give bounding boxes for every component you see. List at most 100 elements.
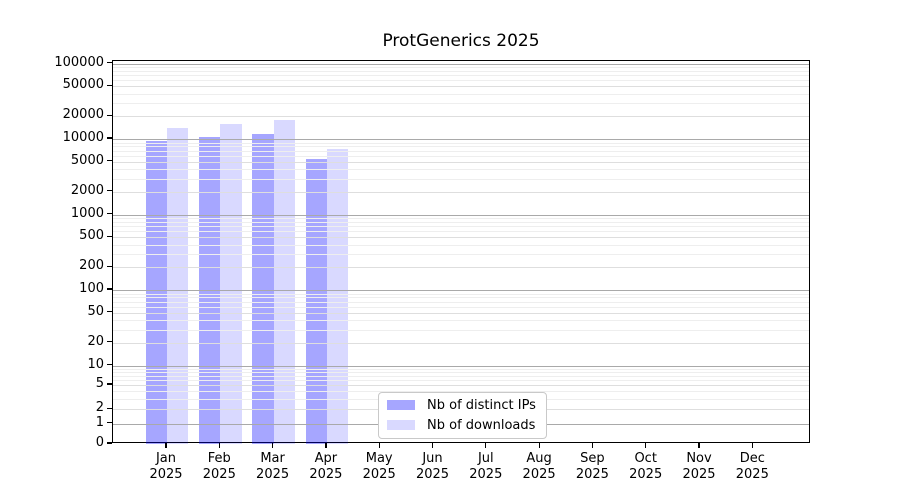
y-tick-label-0: 0 [95,435,104,450]
legend-swatch-downloads [387,420,415,430]
legend-item-downloads: Nb of downloads [387,417,536,433]
gridline-100000 [113,63,809,65]
y-tick-label-1000: 1000 [70,205,104,221]
gridline-30 [113,329,809,331]
y-tick-label-1: 1 [95,414,104,430]
gridline-20000 [113,116,809,118]
legend-label-downloads: Nb of downloads [427,417,536,433]
gridline-5 [113,385,809,386]
gridline-10000 [113,139,809,140]
y-tick-label-50000: 50000 [62,77,104,93]
x-tick-nov-2025 [698,443,700,448]
bar-nb-of-downloads-mar-2025 [273,119,295,444]
y-tick-50000 [107,84,112,86]
y-tick-1000 [107,212,112,215]
gridline-5000 [113,161,809,163]
gridline-8000 [113,146,809,148]
y-tick-5000 [107,160,112,162]
x-tick-label-jun-2025: Jun 2025 [415,451,450,482]
x-tick-mar-2025 [272,443,274,448]
gridline-9000 [113,142,809,144]
chart-title: ProtGenerics 2025 [382,31,540,51]
gridline-7000 [113,150,809,152]
y-tick-20 [107,341,112,343]
y-tick-100000 [107,61,112,64]
gridline-4 [113,391,809,393]
y-tick-label-10000: 10000 [62,130,104,145]
y-tick-label-100: 100 [79,281,104,296]
x-tick-label-may-2025: May 2025 [362,451,396,482]
grid-layer [113,61,809,442]
x-tick-sep-2025 [591,443,594,448]
gridline-1000 [113,214,809,216]
x-tick-may-2025 [378,443,380,448]
gridline-40 [113,320,809,321]
y-tick-10000 [107,137,112,139]
gridline-2000 [113,191,809,193]
x-tick-apr-2025 [325,443,327,448]
gridline-6000 [113,155,809,157]
legend-label-distinct-ips: Nb of distinct IPs [427,397,536,413]
bar-nb-of-downloads-jan-2025 [167,127,189,444]
x-tick-label-sep-2025: Sep 2025 [575,451,609,482]
legend: Nb of distinct IPs Nb of downloads [378,392,547,439]
y-tick-0 [107,442,112,444]
x-tick-aug-2025 [538,443,540,448]
y-tick-200 [107,265,112,267]
y-tick-label-50: 50 [87,303,104,319]
y-tick-2 [107,407,112,409]
y-tick-label-5000: 5000 [70,152,104,168]
gridline-9 [113,368,809,370]
gridline-80000 [113,70,809,72]
gridline-400 [113,244,809,246]
gridline-4000 [113,169,809,170]
gridline-60 [113,306,809,308]
gridline-50 [113,312,809,314]
gridline-40000 [113,93,809,95]
x-tick-label-jul-2025: Jul 2025 [469,451,503,482]
y-tick-500 [107,235,112,237]
x-tick-label-jan-2025: Jan 2025 [149,451,183,482]
bar-nb-of-downloads-feb-2025 [220,124,242,444]
gridline-6 [113,379,809,381]
gridline-700 [113,226,809,228]
gridline-7 [113,375,809,377]
gridline-100 [113,290,809,291]
y-tick-label-20: 20 [87,333,104,349]
gridline-500 [113,237,809,239]
y-tick-50 [107,311,112,313]
y-tick-1 [107,422,112,424]
y-tick-label-2: 2 [95,400,104,416]
x-tick-label-mar-2025: Mar 2025 [256,451,290,482]
gridline-70000 [113,75,809,77]
gridline-3000 [113,178,809,180]
y-tick-10 [107,363,112,366]
x-tick-dec-2025 [751,443,753,448]
gridline-600 [113,231,809,233]
gridline-60000 [113,80,809,82]
x-tick-label-oct-2025: Oct 2025 [629,451,663,482]
x-tick-jul-2025 [485,443,487,448]
y-tick-label-100000: 100000 [54,54,104,70]
gridline-90 [113,293,809,295]
y-tick-label-2000: 2000 [70,182,104,198]
y-tick-label-500: 500 [79,228,104,244]
y-tick-label-5: 5 [95,376,104,391]
gridline-80 [113,297,809,299]
gridline-800 [113,221,809,223]
gridline-10 [113,365,809,367]
legend-item-distinct-ips: Nb of distinct IPs [387,397,536,413]
gridline-20 [113,342,809,344]
gridline-200 [113,267,809,269]
y-tick-100 [107,288,112,290]
y-tick-label-20000: 20000 [62,107,104,123]
gridline-50000 [113,86,809,88]
plot-area [112,60,810,444]
x-tick-label-aug-2025: Aug 2025 [522,451,556,482]
gridline-30000 [113,103,809,104]
y-tick-20000 [107,114,112,116]
y-tick-label-10: 10 [87,356,104,372]
gridline-90000 [113,67,809,68]
bar-nb-of-distinct-ips-mar-2025 [252,134,274,444]
